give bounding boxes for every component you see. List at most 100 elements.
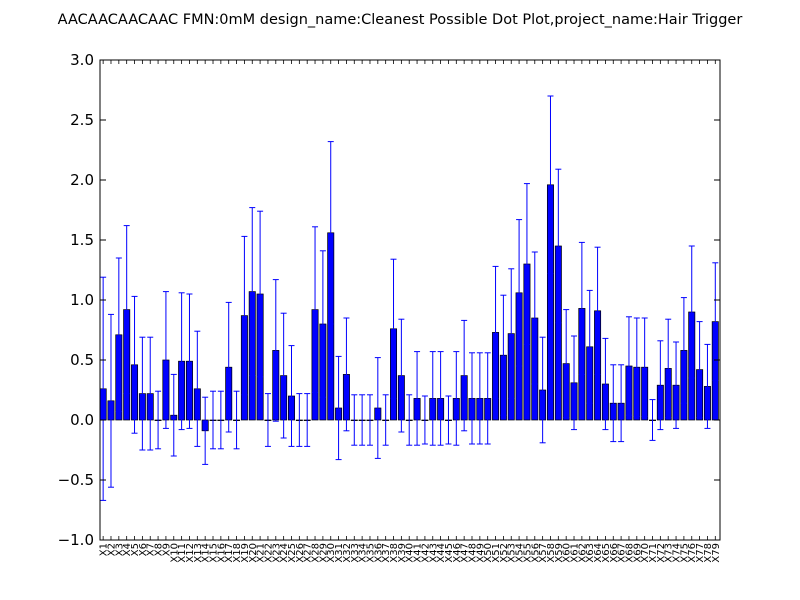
error-bar-X15 [210,390,217,450]
error-bar-X42 [421,395,428,445]
error-bar-X63 [586,289,593,404]
error-bars-layer [100,95,719,501]
x-tick-label: X43 [428,543,439,563]
error-bar-X8 [155,390,162,450]
x-tick-label: X21 [256,543,267,563]
x-tick-label: X62 [577,543,588,563]
x-tick-label: X1 [99,543,110,556]
error-bar-X6 [139,336,146,451]
error-bar-X47 [461,319,468,432]
x-tick-label: X52 [499,543,510,563]
error-bar-X17 [225,301,232,433]
error-bar-X34 [359,394,366,446]
x-tick-label: X66 [609,543,620,563]
x-tick-label: X64 [593,543,604,563]
x-tick-label: X34 [358,543,369,563]
x-tick-label: X5 [130,543,141,556]
error-bar-X2 [107,313,114,488]
error-bar-X58 [547,95,554,275]
x-tick-label: X72 [656,543,667,563]
x-tick-label: X70 [640,543,651,563]
x-tick-label: X27 [303,543,314,563]
error-bar-X78 [704,343,711,429]
x-tick-label: X28 [311,543,322,563]
x-tick-label: X58 [546,543,557,563]
error-bar-X25 [288,345,295,447]
chart-title: AACAACAACAAC FMN:0mM design_name:Cleanes… [58,12,743,28]
error-bar-X46 [453,351,460,446]
error-bar-X1 [100,276,107,501]
error-bar-X72 [657,340,664,431]
y-tick-label: 0.0 [70,411,94,429]
error-bar-X14 [202,396,209,465]
y-tick-label: 0.5 [70,351,94,369]
x-tick-label: X9 [161,543,172,556]
x-tick-label: X33 [350,543,361,563]
y-tick-label: −0.5 [58,471,94,489]
error-bar-X16 [217,390,224,450]
x-tick-label: X49 [475,543,486,563]
x-tick-label: X79 [711,543,722,563]
x-tick-label: X25 [287,543,298,563]
y-tick-label: 2.0 [70,171,94,189]
x-tick-label: X73 [664,543,675,563]
y-tick-label: 1.0 [70,291,94,309]
x-tick-label: X44 [436,543,447,563]
error-bar-X50 [484,352,491,445]
x-tick-label: X46 [452,543,463,563]
error-bar-X18 [233,390,240,450]
x-tick-label: X63 [585,543,596,563]
error-bar-X55 [523,183,530,345]
error-bar-X12 [186,293,193,429]
error-bar-X40 [406,394,413,446]
x-tick-label: X67 [617,543,628,563]
x-tick-label: X17 [224,543,235,563]
x-tick-label: X69 [632,543,643,563]
error-bar-X26 [296,393,303,447]
x-tick-label: X54 [515,543,526,563]
error-bar-X4 [123,225,130,395]
error-bar-X30 [327,141,334,325]
y-tick-label: 2.5 [70,111,94,129]
x-tick-label: X51 [491,543,502,563]
error-bar-X24 [280,312,287,439]
x-tick-label: X14 [201,543,212,563]
x-tick-label: X12 [185,543,196,563]
error-bar-X35 [366,394,373,446]
x-tick-label: X22 [263,543,274,563]
error-bar-X52 [500,294,507,416]
error-bar-X10 [170,373,177,457]
x-tick-label: X7 [146,543,157,556]
x-tick-label: X29 [318,543,329,563]
x-tick-label: X47 [460,543,471,563]
x-tick-label: X13 [193,543,204,563]
x-tick-label: X76 [687,543,698,563]
x-tick-label: X38 [389,543,400,563]
error-bar-X5 [131,295,138,434]
x-tick-label: X31 [334,543,345,563]
x-tick-label: X23 [271,543,282,563]
error-bar-X48 [469,352,475,445]
error-bar-X32 [343,317,350,432]
error-bar-X56 [531,251,538,385]
error-bar-X9 [162,291,169,429]
x-tick-label: X65 [601,543,612,563]
x-tick-label: X15 [209,543,220,563]
x-tick-label: X20 [248,543,259,563]
x-tick-label: X56 [530,543,541,563]
x-tick-label: X39 [397,543,408,563]
x-tick-label: X32 [342,543,353,563]
x-tick-label: X37 [381,543,392,563]
error-bar-X21 [257,210,264,378]
x-tick-label: X6 [138,543,149,556]
error-bar-X77 [696,321,703,419]
x-tick-label: X10 [169,543,180,563]
x-tick-label: X50 [483,543,494,563]
x-tick-label: X68 [624,543,635,563]
error-bar-X76 [688,245,695,379]
x-tick-label: X16 [216,543,227,563]
error-bar-X67 [618,364,625,443]
error-bar-X19 [241,235,248,396]
error-bar-X11 [178,292,185,431]
